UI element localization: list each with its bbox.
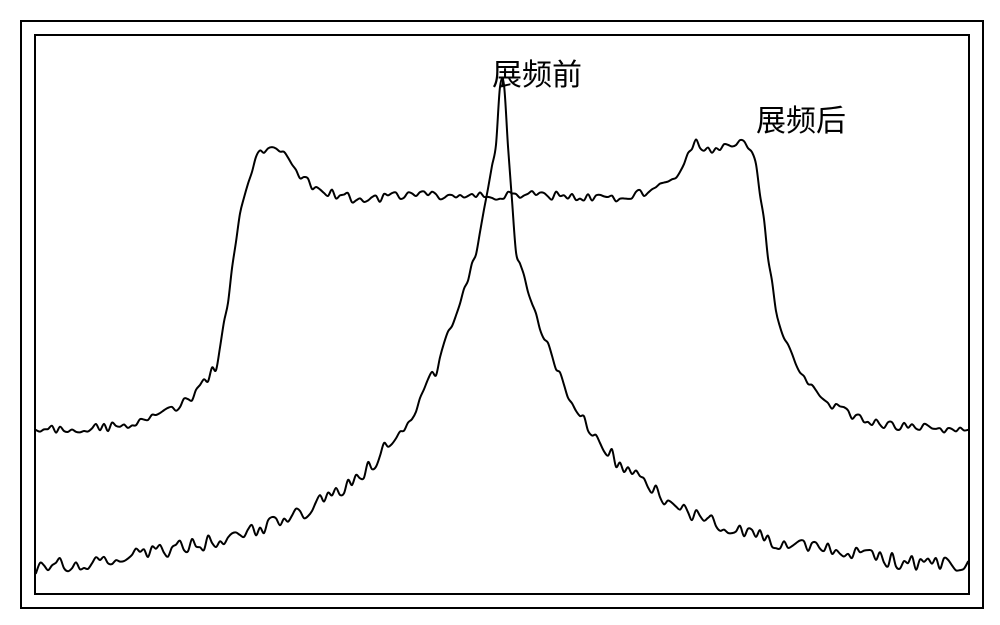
chart-inner-frame: 展频前 展频后 (34, 34, 970, 595)
label-before-spread: 展频前 (492, 50, 582, 94)
curve-before-spread (36, 79, 968, 574)
chart-outer-frame: 展频前 展频后 (20, 20, 984, 609)
curve-after-spread (36, 140, 968, 433)
label-after-spread: 展频后 (756, 96, 846, 140)
